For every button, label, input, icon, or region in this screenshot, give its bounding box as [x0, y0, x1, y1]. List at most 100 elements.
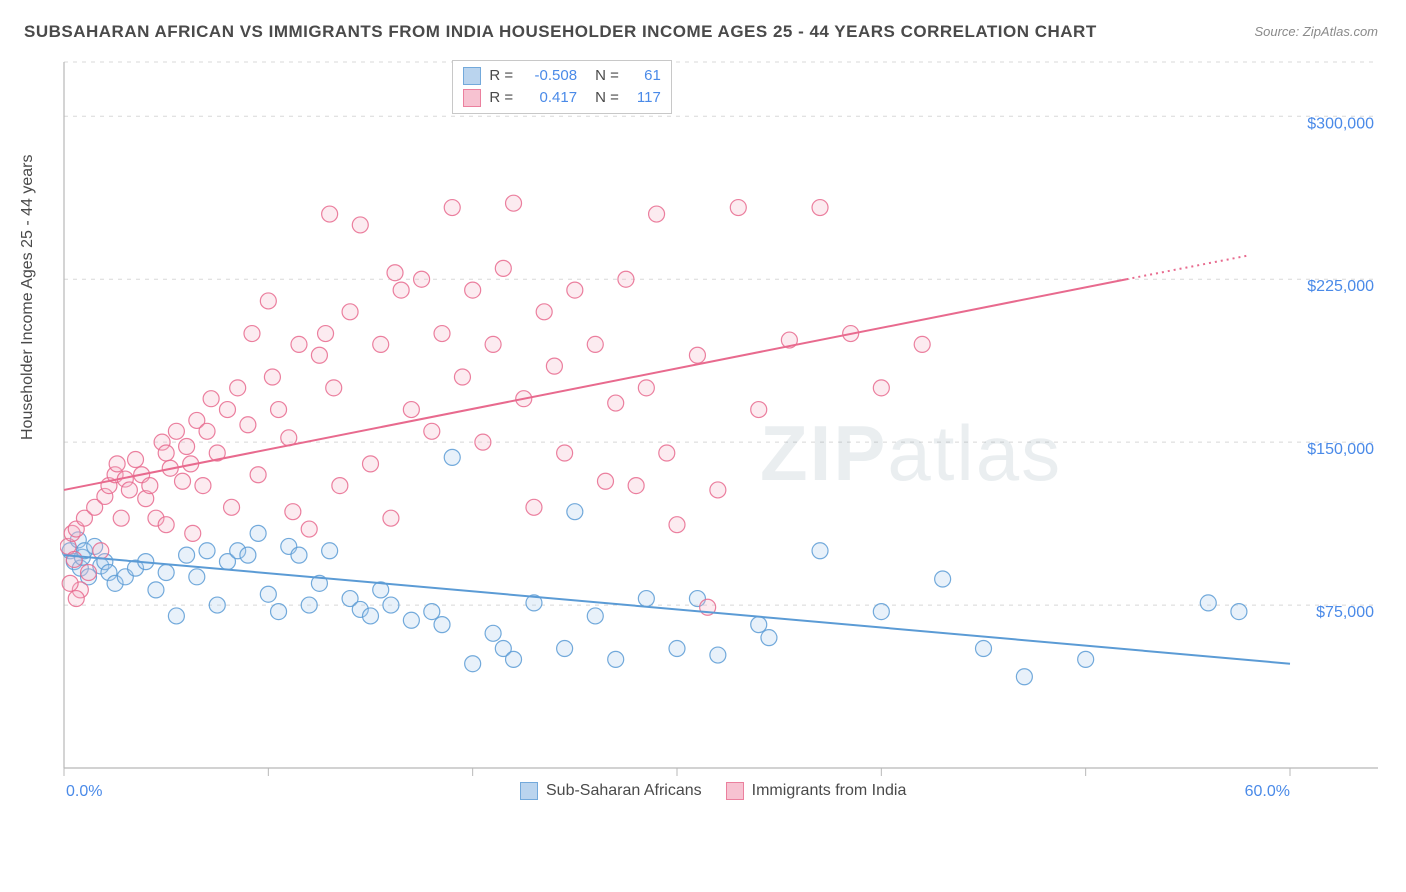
- scatter-point-india: [526, 499, 542, 515]
- scatter-point-india: [113, 510, 129, 526]
- scatter-point-india: [557, 445, 573, 461]
- scatter-point-subsaharan: [209, 597, 225, 613]
- stat-n-label: N =: [595, 65, 619, 87]
- scatter-point-subsaharan: [669, 641, 685, 657]
- scatter-point-india: [219, 402, 235, 418]
- scatter-point-india: [424, 423, 440, 439]
- scatter-point-india: [567, 282, 583, 298]
- legend-swatch-icon: [520, 782, 538, 800]
- scatter-point-subsaharan: [424, 604, 440, 620]
- scatter-point-subsaharan: [179, 547, 195, 563]
- scatter-point-subsaharan: [383, 597, 399, 613]
- scatter-point-india: [168, 423, 184, 439]
- legend-swatch-icon: [726, 782, 744, 800]
- y-tick-label: $75,000: [1316, 604, 1374, 621]
- scatter-point-india: [546, 358, 562, 374]
- scatter-point-subsaharan: [1016, 669, 1032, 685]
- scatter-point-subsaharan: [1231, 604, 1247, 620]
- scatter-point-india: [179, 438, 195, 454]
- scatter-point-subsaharan: [271, 604, 287, 620]
- scatter-point-subsaharan: [1200, 595, 1216, 611]
- scatter-point-india: [454, 369, 470, 385]
- legend-label: Sub-Saharan Africans: [546, 782, 702, 800]
- scatter-point-india: [264, 369, 280, 385]
- scatter-point-india: [311, 347, 327, 363]
- scatter-point-india: [730, 200, 746, 216]
- scatter-point-subsaharan: [434, 617, 450, 633]
- scatter-point-india: [751, 402, 767, 418]
- legend-swatch-icon: [463, 67, 481, 85]
- legend-item-subsaharan: Sub-Saharan Africans: [520, 782, 702, 800]
- scatter-point-subsaharan: [403, 612, 419, 628]
- legend-label: Immigrants from India: [752, 782, 907, 800]
- scatter-point-subsaharan: [322, 543, 338, 559]
- stat-n-label: N =: [595, 87, 619, 109]
- scatter-point-india: [475, 434, 491, 450]
- scatter-point-india: [608, 395, 624, 411]
- stat-r-label: R =: [489, 65, 513, 87]
- trend-line-india: [64, 279, 1127, 490]
- scatter-point-india: [332, 478, 348, 494]
- scatter-point-subsaharan: [976, 641, 992, 657]
- scatter-point-india: [244, 326, 260, 342]
- scatter-point-india: [203, 391, 219, 407]
- scatter-point-india: [387, 265, 403, 281]
- scatter-point-india: [121, 482, 137, 498]
- scatter-point-india: [383, 510, 399, 526]
- scatter-point-india: [465, 282, 481, 298]
- scatter-point-india: [689, 347, 705, 363]
- scatter-point-subsaharan: [761, 630, 777, 646]
- scatter-point-subsaharan: [148, 582, 164, 598]
- scatter-point-india: [291, 336, 307, 352]
- scatter-point-india: [597, 473, 613, 489]
- scatter-point-india: [109, 456, 125, 472]
- scatter-point-india: [342, 304, 358, 320]
- trend-line-ext-india: [1127, 255, 1250, 279]
- scatter-point-india: [326, 380, 342, 396]
- scatter-point-india: [195, 478, 211, 494]
- scatter-point-india: [142, 478, 158, 494]
- scatter-point-subsaharan: [751, 617, 767, 633]
- scatter-point-india: [618, 271, 634, 287]
- scatter-point-india: [393, 282, 409, 298]
- scatter-point-india: [495, 260, 511, 276]
- scatter-point-india: [175, 473, 191, 489]
- scatter-point-india: [158, 445, 174, 461]
- scatter-point-subsaharan: [240, 547, 256, 563]
- legend-swatch-icon: [463, 89, 481, 107]
- stats-row-subsaharan: R =-0.508N =61: [463, 65, 661, 87]
- scatter-point-subsaharan: [567, 504, 583, 520]
- scatter-point-india: [710, 482, 726, 498]
- scatter-point-subsaharan: [557, 641, 573, 657]
- stats-box: R =-0.508N =61R =0.417N =117: [452, 60, 672, 114]
- scatter-point-india: [628, 478, 644, 494]
- scatter-point-india: [352, 217, 368, 233]
- scatter-point-india: [318, 326, 334, 342]
- scatter-point-subsaharan: [506, 651, 522, 667]
- scatter-point-subsaharan: [199, 543, 215, 559]
- plot-area: $75,000$150,000$225,000$300,0000.0%60.0%…: [60, 58, 1380, 828]
- scatter-point-india: [322, 206, 338, 222]
- scatter-point-india: [240, 417, 256, 433]
- scatter-chart: $75,000$150,000$225,000$300,0000.0%60.0%: [60, 58, 1380, 828]
- y-tick-label: $150,000: [1307, 441, 1374, 458]
- scatter-point-india: [81, 564, 97, 580]
- scatter-point-india: [914, 336, 930, 352]
- scatter-point-india: [506, 195, 522, 211]
- source-label: Source: ZipAtlas.com: [1254, 24, 1378, 39]
- scatter-point-india: [414, 271, 430, 287]
- scatter-point-india: [271, 402, 287, 418]
- scatter-point-subsaharan: [363, 608, 379, 624]
- scatter-point-india: [873, 380, 889, 396]
- stat-r-value: -0.508: [521, 65, 577, 87]
- scatter-point-india: [403, 402, 419, 418]
- x-tick-label: 60.0%: [1245, 783, 1290, 800]
- scatter-point-india: [587, 336, 603, 352]
- stat-r-value: 0.417: [521, 87, 577, 109]
- scatter-point-india: [659, 445, 675, 461]
- chart-title: SUBSAHARAN AFRICAN VS IMMIGRANTS FROM IN…: [24, 22, 1097, 42]
- scatter-point-india: [158, 517, 174, 533]
- scatter-point-india: [536, 304, 552, 320]
- scatter-point-subsaharan: [168, 608, 184, 624]
- scatter-point-india: [93, 543, 109, 559]
